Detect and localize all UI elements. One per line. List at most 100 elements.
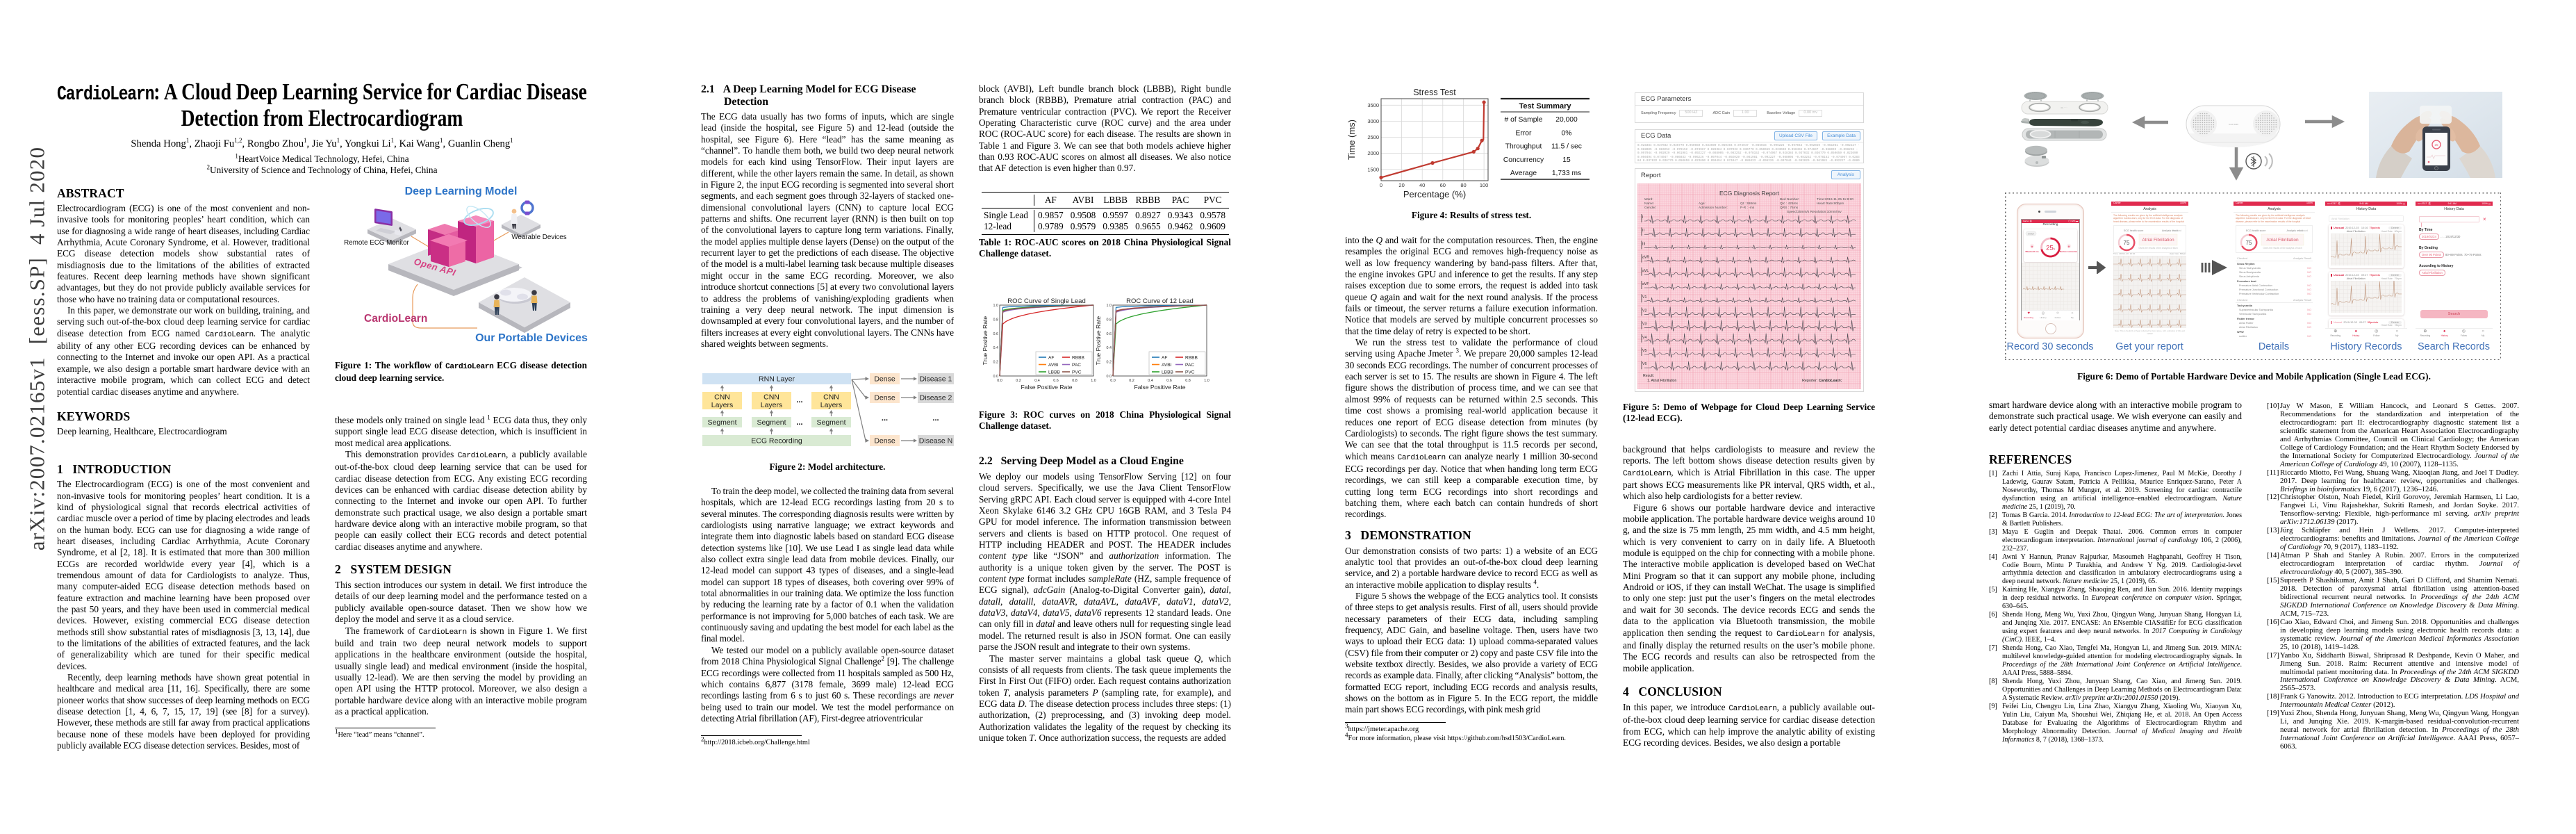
svg-text:Analysis result: Analysis result [2287, 229, 2303, 232]
svg-text:V3: V3 [1642, 322, 1646, 327]
svg-text:True Positive Rate: True Positive Rate [982, 316, 989, 366]
svg-text:Test Summary: Test Summary [1519, 102, 1572, 111]
svg-text:False Positive Rate: False Positive Rate [1021, 384, 1072, 391]
svg-text:True Positive Rate: True Positive Rate [1095, 316, 1102, 366]
svg-text:1.0: 1.0 [993, 304, 999, 308]
svg-text:0.2: 0.2 [1016, 379, 1021, 383]
svg-text:1. Atrial Fibrillation: 1. Atrial Fibrillation [1647, 379, 1676, 383]
svg-text:Dense: Dense [874, 375, 895, 384]
svg-text:II: II [1642, 229, 1644, 233]
svg-text:0.2: 0.2 [1107, 361, 1112, 365]
svg-text:25s: 25s [2046, 245, 2056, 252]
svg-text:Qt : 368ms: Qt : 368ms [1740, 202, 1757, 206]
svg-text:ROC Curve of 12 Lead: ROC Curve of 12 Lead [1126, 297, 1194, 305]
svg-text:0.8: 0.8 [993, 318, 999, 322]
svg-text:1.0: 1.0 [1091, 379, 1096, 383]
svg-text:0.6: 0.6 [1107, 332, 1112, 336]
svg-text:Ward:: Ward: [1644, 197, 1653, 202]
svg-text:Error: Error [1516, 129, 1532, 137]
svg-text:Admission Number:: Admission Number: [1699, 206, 1728, 210]
svg-text:ECG Diagnosis Report: ECG Diagnosis Report [1719, 190, 1780, 197]
svg-text:AF: AF [1162, 355, 1167, 360]
svg-text:LBBB: LBBB [1048, 370, 1060, 375]
svg-text:P-R : -ms: P-R : -ms [1740, 206, 1755, 210]
svg-text:Forward: Forward [2299, 229, 2308, 232]
svg-text:Percentage (%): Percentage (%) [1403, 189, 1466, 199]
svg-text:75: 75 [2246, 240, 2252, 246]
svg-text:...: ... [796, 396, 802, 404]
svg-text:switch: switch [2028, 232, 2035, 235]
svg-text:0.0: 0.0 [993, 375, 999, 379]
svg-text:15: 15 [1562, 156, 1571, 164]
svg-text:0.2: 0.2 [1129, 379, 1134, 383]
svg-text:Throughput: Throughput [1505, 143, 1542, 151]
svg-text:0.8: 0.8 [1107, 318, 1112, 322]
svg-text:Disease 1: Disease 1 [920, 375, 952, 384]
svg-text:Segment: Segment [707, 418, 736, 427]
svg-text:Dense: Dense [874, 437, 895, 445]
svg-text:0.4: 0.4 [1148, 379, 1153, 383]
svg-text:False Positive Rate: False Positive Rate [1134, 384, 1185, 391]
svg-text:60: 60 [1440, 182, 1446, 188]
svg-text:Segment: Segment [757, 418, 786, 427]
svg-text:PVC: PVC [1072, 370, 1082, 375]
svg-text:Result:: Result: [1643, 374, 1654, 378]
svg-text:ECG health score: ECG health score [2124, 229, 2143, 232]
svg-text:75: 75 [2124, 240, 2130, 246]
svg-text:80: 80 [1460, 182, 1466, 188]
svg-text:Qtc : 425ms: Qtc : 425ms [1780, 202, 1798, 206]
svg-text:0.0: 0.0 [997, 379, 1002, 383]
svg-text:0.2: 0.2 [993, 361, 999, 365]
svg-text:Gives the results of the analy: Gives the results of the analysis of eac… [2263, 247, 2302, 250]
svg-text:0.8: 0.8 [1185, 379, 1191, 383]
svg-text:AF: AF [1048, 355, 1054, 360]
svg-text:CNN: CNN [714, 393, 730, 401]
svg-text:3000: 3000 [1367, 118, 1379, 124]
svg-text:20: 20 [1398, 182, 1404, 188]
svg-text:PAC: PAC [1185, 363, 1194, 368]
svg-text:0.6: 0.6 [1053, 379, 1059, 383]
svg-text:Device connected: Device connected [2060, 250, 2077, 253]
svg-text:❁: ❁ [2067, 245, 2070, 248]
svg-text:1.0: 1.0 [1204, 379, 1209, 383]
svg-text:Gives the results of the analy: Gives the results of the analysis of eac… [2138, 247, 2178, 250]
svg-text:QRS : 76ms: QRS : 76ms [1780, 206, 1799, 210]
svg-text:2000: 2000 [1367, 150, 1379, 156]
svg-text:Gender:: Gender: [1644, 206, 1656, 210]
svg-text:ECG health score: ECG health score [2246, 229, 2265, 232]
svg-text:AVBI: AVBI [1048, 363, 1059, 368]
svg-text:Atrial Fibrillation: Atrial Fibrillation [2142, 238, 2174, 243]
svg-text:Age:: Age: [1699, 202, 1706, 206]
svg-text:Reporter: CardioLearn:: Reporter: CardioLearn: [1802, 379, 1842, 383]
svg-text:Concurrency: Concurrency [1503, 156, 1544, 164]
svg-text:1,733 ms: 1,733 ms [1552, 170, 1581, 177]
svg-text:Name:: Name: [1644, 202, 1654, 206]
svg-text:Speed:25mm/s Resolution:10mm/m: Speed:25mm/s Resolution:10mm/mv [1787, 210, 1842, 214]
svg-text:Analysis result: Analysis result [2162, 229, 2178, 232]
svg-text:1500: 1500 [1367, 166, 1379, 172]
svg-text:aVL: aVL [1642, 269, 1649, 273]
svg-text:PVC: PVC [1185, 370, 1195, 375]
svg-text:III: III [1642, 242, 1645, 246]
svg-text:Bed Number:: Bed Number: [1780, 197, 1799, 202]
svg-text:Time:2019-11-25 11:8:20: Time:2019-11-25 11:8:20 [1817, 197, 1853, 202]
svg-text:V1: V1 [1642, 295, 1646, 300]
svg-text:Layers: Layers [820, 401, 843, 409]
svg-text:40: 40 [1419, 182, 1425, 188]
svg-text:...: ... [932, 414, 939, 423]
svg-text:Dense: Dense [874, 394, 895, 402]
svg-text:ECG Recording: ECG Recording [751, 437, 802, 445]
svg-text:aVF: aVF [1642, 282, 1649, 286]
svg-text:V2: V2 [1642, 309, 1646, 313]
svg-text:Heart Rate:80bpm: Heart Rate:80bpm [1817, 202, 1844, 206]
svg-text:0.6: 0.6 [1166, 379, 1172, 383]
svg-text:...: ... [796, 418, 802, 427]
svg-text:0.4: 0.4 [1107, 346, 1112, 350]
svg-text:Average: Average [1510, 170, 1537, 177]
svg-text:CNN: CNN [823, 393, 839, 401]
svg-text:V6: V6 [1642, 362, 1646, 366]
svg-text:RBBB: RBBB [1185, 355, 1198, 360]
svg-text:PAC: PAC [1072, 363, 1081, 368]
svg-text:✿: ✿ [2031, 245, 2033, 248]
svg-text:Disease 2: Disease 2 [920, 394, 952, 402]
